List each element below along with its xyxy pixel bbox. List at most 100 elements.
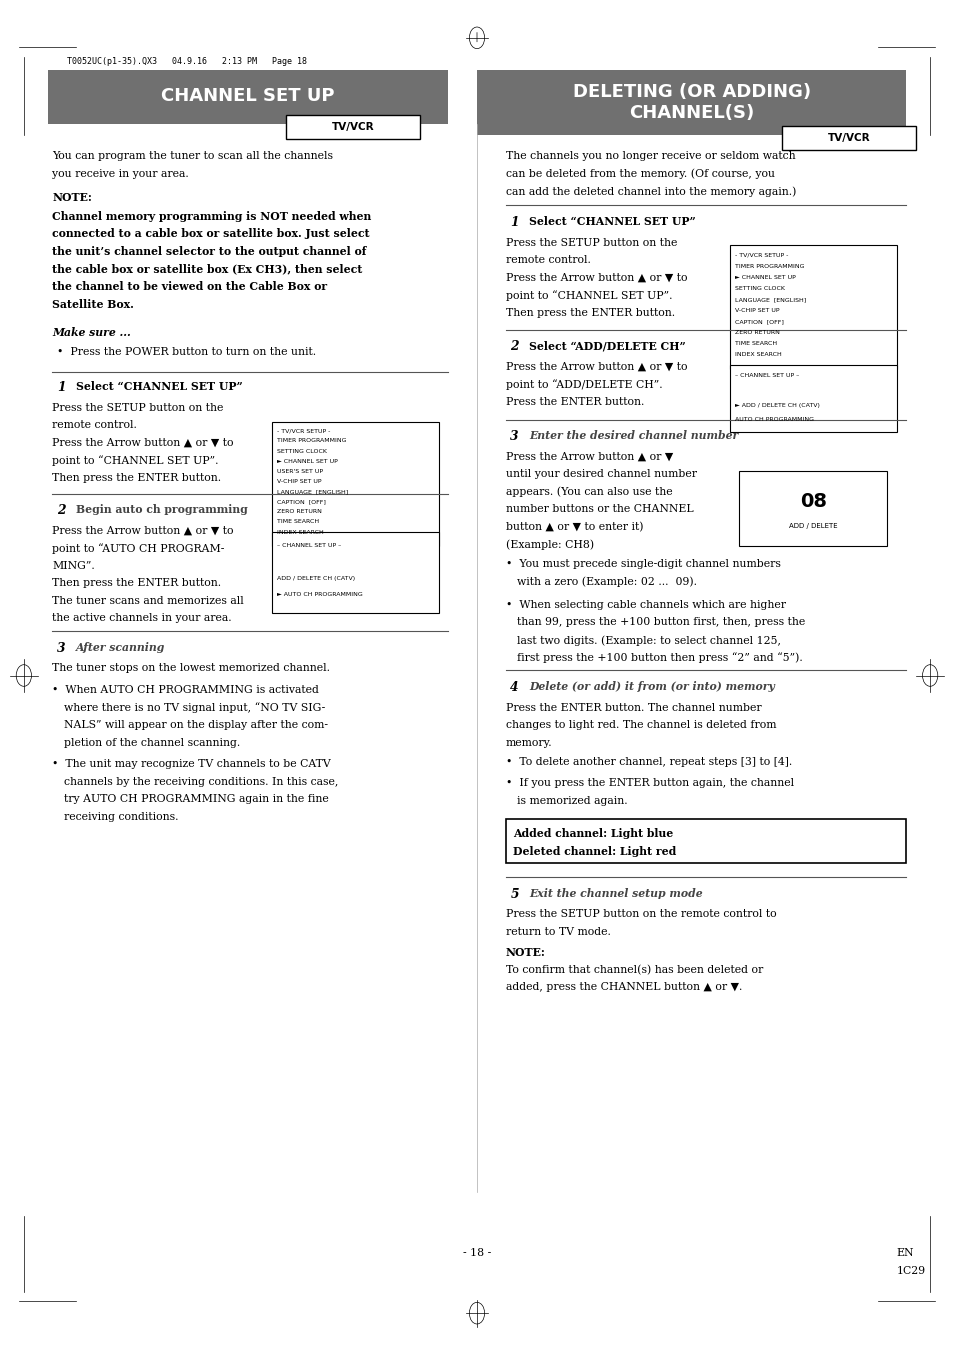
Text: ► ADD / DELETE CH (CATV): ► ADD / DELETE CH (CATV) (734, 403, 819, 408)
Text: NALS” will appear on the display after the com-: NALS” will appear on the display after t… (64, 720, 328, 730)
Text: TV/VCR: TV/VCR (827, 132, 869, 143)
Text: point to “CHANNEL SET UP”.: point to “CHANNEL SET UP”. (505, 290, 672, 301)
Text: TIMER PROGRAMMING: TIMER PROGRAMMING (734, 263, 803, 269)
Text: T0052UC(p1-35).QX3   04.9.16   2:13 PM   Page 18: T0052UC(p1-35).QX3 04.9.16 2:13 PM Page … (67, 57, 307, 66)
Text: USER'S SET UP: USER'S SET UP (276, 469, 322, 474)
Text: •  Press the POWER button to turn on the unit.: • Press the POWER button to turn on the … (57, 347, 316, 357)
Text: ► CHANNEL SET UP: ► CHANNEL SET UP (734, 274, 795, 280)
Text: the active channels in your area.: the active channels in your area. (52, 613, 232, 623)
Text: Press the SETUP button on the remote control to: Press the SETUP button on the remote con… (505, 909, 776, 919)
FancyBboxPatch shape (286, 115, 419, 139)
Text: The channels you no longer receive or seldom watch: The channels you no longer receive or se… (505, 151, 795, 161)
Text: AUTO CH PROGRAMMING: AUTO CH PROGRAMMING (734, 417, 813, 423)
Text: Then press the ENTER button.: Then press the ENTER button. (505, 308, 674, 317)
Text: connected to a cable box or satellite box. Just select: connected to a cable box or satellite bo… (52, 228, 370, 239)
Text: •  You must precede single-digit channel numbers: • You must precede single-digit channel … (505, 559, 780, 569)
Text: Press the SETUP button on the: Press the SETUP button on the (52, 403, 224, 412)
Text: – CHANNEL SET UP –: – CHANNEL SET UP – (276, 543, 340, 549)
Text: V-CHIP SET UP: V-CHIP SET UP (734, 308, 779, 313)
Text: TIMER PROGRAMMING: TIMER PROGRAMMING (276, 438, 346, 443)
Text: Press the ENTER button.: Press the ENTER button. (505, 397, 643, 407)
Text: ZERO RETURN: ZERO RETURN (734, 330, 779, 335)
Text: Make sure ...: Make sure ... (52, 327, 132, 338)
Text: channels by the receiving conditions. In this case,: channels by the receiving conditions. In… (64, 777, 338, 786)
Text: try AUTO CH PROGRAMMING again in the fine: try AUTO CH PROGRAMMING again in the fin… (64, 794, 329, 804)
Text: can add the deleted channel into the memory again.): can add the deleted channel into the mem… (505, 186, 795, 197)
Text: – CHANNEL SET UP –: – CHANNEL SET UP – (734, 373, 798, 378)
Text: until your desired channel number: until your desired channel number (505, 469, 696, 478)
Text: pletion of the channel scanning.: pletion of the channel scanning. (64, 738, 240, 747)
Text: Begin auto ch programming: Begin auto ch programming (76, 504, 248, 515)
FancyBboxPatch shape (729, 245, 896, 369)
Text: return to TV mode.: return to TV mode. (505, 927, 610, 936)
Text: CAPTION  [OFF]: CAPTION [OFF] (276, 500, 325, 504)
Text: You can program the tuner to scan all the channels: You can program the tuner to scan all th… (52, 151, 334, 161)
Text: where there is no TV signal input, “NO TV SIG-: where there is no TV signal input, “NO T… (64, 703, 325, 713)
Text: TIME SEARCH: TIME SEARCH (276, 520, 318, 524)
Text: Enter the desired channel number: Enter the desired channel number (529, 430, 738, 440)
Text: ► CHANNEL SET UP: ► CHANNEL SET UP (276, 459, 337, 463)
Text: Press the Arrow button ▲ or ▼ to: Press the Arrow button ▲ or ▼ to (52, 526, 233, 535)
Text: 5: 5 (510, 888, 518, 901)
Text: ZERO RETURN: ZERO RETURN (276, 509, 321, 515)
FancyBboxPatch shape (781, 126, 915, 150)
Text: Then press the ENTER button.: Then press the ENTER button. (52, 578, 221, 588)
Text: the unit’s channel selector to the output channel of: the unit’s channel selector to the outpu… (52, 246, 367, 257)
Text: 2: 2 (57, 504, 66, 517)
Text: - TV/VCR SETUP -: - TV/VCR SETUP - (276, 428, 330, 434)
FancyBboxPatch shape (48, 70, 448, 124)
Text: the cable box or satellite box (Ex CH3), then select: the cable box or satellite box (Ex CH3),… (52, 263, 362, 274)
Text: memory.: memory. (505, 738, 552, 747)
Text: NOTE:: NOTE: (52, 192, 92, 203)
Text: Press the ENTER button. The channel number: Press the ENTER button. The channel numb… (505, 703, 760, 712)
Text: The tuner scans and memorizes all: The tuner scans and memorizes all (52, 596, 244, 605)
Text: - 18 -: - 18 - (462, 1248, 491, 1258)
Text: 1C29: 1C29 (896, 1266, 925, 1275)
FancyBboxPatch shape (739, 471, 886, 546)
Text: Added channel: Light blue: Added channel: Light blue (513, 828, 673, 839)
Text: •  The unit may recognize TV channels to be CATV: • The unit may recognize TV channels to … (52, 759, 331, 769)
FancyBboxPatch shape (476, 70, 905, 135)
Text: last two digits. (Example: to select channel 125,: last two digits. (Example: to select cha… (517, 635, 781, 646)
Text: •  When selecting cable channels which are higher: • When selecting cable channels which ar… (505, 600, 785, 609)
Text: Select “CHANNEL SET UP”: Select “CHANNEL SET UP” (76, 381, 243, 392)
Text: can be deleted from the memory. (Of course, you: can be deleted from the memory. (Of cour… (505, 169, 774, 180)
Text: Exit the channel setup mode: Exit the channel setup mode (529, 888, 702, 898)
Text: Channel memory programming is NOT needed when: Channel memory programming is NOT needed… (52, 211, 372, 222)
Text: Select “ADD/DELETE CH”: Select “ADD/DELETE CH” (529, 340, 685, 351)
Text: MING”.: MING”. (52, 561, 95, 570)
Text: To confirm that channel(s) has been deleted or: To confirm that channel(s) has been dele… (505, 965, 762, 975)
Text: ADD / DELETE: ADD / DELETE (788, 523, 837, 528)
Text: Then press the ENTER button.: Then press the ENTER button. (52, 473, 221, 482)
Text: 3: 3 (57, 642, 66, 655)
Text: CHANNEL(S): CHANNEL(S) (628, 104, 754, 123)
Text: V-CHIP SET UP: V-CHIP SET UP (276, 480, 321, 484)
Text: INDEX SEARCH: INDEX SEARCH (734, 353, 781, 358)
Text: CHANNEL SET UP: CHANNEL SET UP (161, 86, 335, 105)
Text: 2: 2 (510, 340, 518, 354)
Text: you receive in your area.: you receive in your area. (52, 169, 189, 178)
Text: After scanning: After scanning (76, 642, 166, 653)
Text: is memorized again.: is memorized again. (517, 796, 627, 805)
Text: TV/VCR: TV/VCR (332, 122, 374, 132)
Text: Deleted channel: Light red: Deleted channel: Light red (513, 846, 676, 857)
Text: SETTING CLOCK: SETTING CLOCK (734, 286, 783, 290)
FancyBboxPatch shape (272, 422, 438, 546)
Text: button ▲ or ▼ to enter it): button ▲ or ▼ to enter it) (505, 521, 642, 532)
Text: point to “AUTO CH PROGRAM-: point to “AUTO CH PROGRAM- (52, 543, 225, 554)
Text: SETTING CLOCK: SETTING CLOCK (276, 449, 326, 454)
Text: receiving conditions.: receiving conditions. (64, 812, 178, 821)
Text: with a zero (Example: 02 ...  09).: with a zero (Example: 02 ... 09). (517, 577, 697, 588)
Text: •  To delete another channel, repeat steps [3] to [4].: • To delete another channel, repeat step… (505, 757, 791, 766)
Text: remote control.: remote control. (52, 420, 137, 430)
Text: Press the Arrow button ▲ or ▼: Press the Arrow button ▲ or ▼ (505, 451, 672, 461)
Text: point to “ADD/DELETE CH”.: point to “ADD/DELETE CH”. (505, 380, 661, 390)
Text: NOTE:: NOTE: (505, 947, 545, 958)
Text: ► AUTO CH PROGRAMMING: ► AUTO CH PROGRAMMING (276, 592, 362, 597)
Text: LANGUAGE  [ENGLISH]: LANGUAGE [ENGLISH] (276, 489, 348, 494)
FancyBboxPatch shape (729, 365, 896, 432)
Text: changes to light red. The channel is deleted from: changes to light red. The channel is del… (505, 720, 776, 730)
Text: remote control.: remote control. (505, 255, 590, 265)
FancyBboxPatch shape (505, 819, 905, 863)
Text: •  When AUTO CH PROGRAMMING is activated: • When AUTO CH PROGRAMMING is activated (52, 685, 319, 694)
